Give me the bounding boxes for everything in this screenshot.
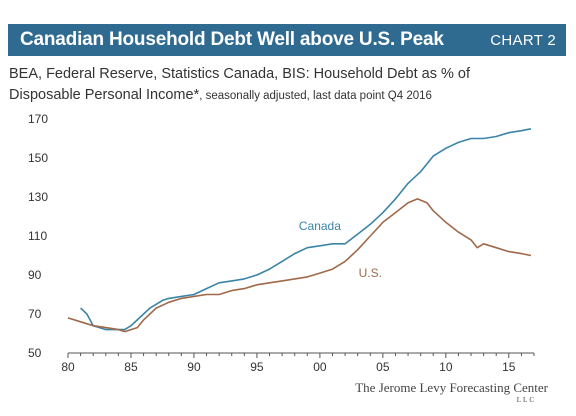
x-tick-label-90: 90 [187, 360, 201, 374]
y-tick-label-70: 70 [28, 307, 42, 321]
y-tick-label-170: 170 [28, 112, 48, 126]
x-axis: 80 85 90 95 00 05 10 15 [61, 352, 535, 374]
x-tick-label-00: 00 [313, 360, 327, 374]
x-tick-label-10: 10 [439, 360, 453, 374]
y-tick-label-110: 110 [28, 229, 47, 243]
subtitle-line-2-note: , seasonally adjusted, last data point Q… [199, 90, 432, 102]
y-axis-tick-labels: 50 70 90 110 130 150 170 [28, 112, 48, 360]
x-tick-label-05: 05 [376, 360, 390, 374]
subtitle-line-2: Disposable Personal Income*, seasonally … [9, 85, 569, 107]
x-tick-label-85: 85 [124, 360, 138, 374]
y-tick-label-90: 90 [28, 268, 42, 282]
chart-number-label: CHART 2 [490, 31, 556, 49]
series-label-canada: Canada [299, 219, 341, 233]
series-label-us: U.S. [359, 266, 382, 280]
subtitle-line-1: BEA, Federal Reserve, Statistics Canada,… [9, 66, 471, 82]
chart-title-bar: Canadian Household Debt Well above U.S. … [8, 24, 566, 56]
y-tick-label-50: 50 [28, 346, 42, 360]
x-tick-label-15: 15 [502, 360, 516, 374]
series-line-us [67, 198, 532, 333]
source-credit-suffix: LLC [516, 396, 536, 404]
x-tick-label-95: 95 [250, 360, 264, 374]
subtitle-line-2-main: Disposable Personal Income* [9, 87, 200, 103]
chart-subtitle: BEA, Federal Reserve, Statistics Canada,… [9, 64, 569, 107]
x-tick-label-80: 80 [61, 360, 75, 374]
chart-title: Canadian Household Debt Well above U.S. … [20, 29, 444, 50]
series-line-canada [80, 128, 532, 331]
source-credit: The Jerome Levy Forecasting Center [355, 380, 548, 395]
series-layer [67, 128, 532, 333]
y-tick-label-130: 130 [28, 190, 48, 204]
series-labels: Canada U.S. [299, 219, 382, 280]
y-tick-label-150: 150 [28, 151, 48, 165]
